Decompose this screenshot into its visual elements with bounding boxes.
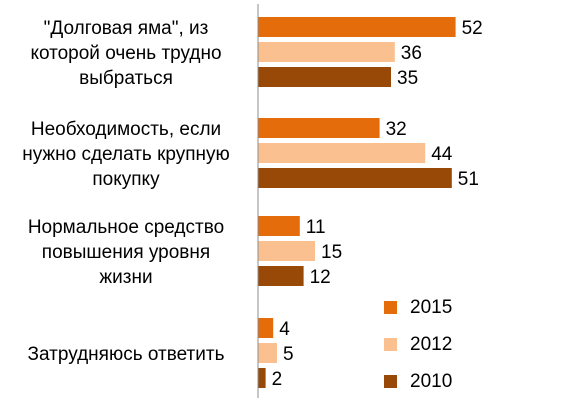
bar-2010-cat-3 xyxy=(258,266,304,286)
bar-2012-cat-4 xyxy=(258,343,277,363)
legend-swatch xyxy=(384,338,397,351)
category-label-2: Необходимость, если нужно сделать крупную… xyxy=(4,117,248,192)
data-label-2010-cat-2: 51 xyxy=(458,169,479,190)
category-label-line: которой очень трудно xyxy=(30,43,222,64)
bar-2015-cat-2 xyxy=(258,118,380,138)
legend-swatch xyxy=(384,375,397,388)
legend-label: 2010 xyxy=(410,371,453,392)
bar-2012-cat-2 xyxy=(258,143,426,163)
legend-label: 2015 xyxy=(410,297,453,318)
bar-2010-cat-1 xyxy=(258,67,391,87)
data-label-2012-cat-2: 44 xyxy=(431,144,453,165)
bar-2015-cat-3 xyxy=(258,216,300,236)
category-label-3: Нормальное средство повышения уровня жизни xyxy=(4,215,248,290)
data-label-2012-cat-3: 15 xyxy=(321,242,342,263)
data-label-2010-cat-3: 12 xyxy=(310,267,331,288)
category-label-line: нужно сделать крупную xyxy=(22,144,230,165)
category-label-line: Нормальное средство xyxy=(27,217,225,238)
bar-2015-cat-4 xyxy=(258,318,274,338)
category-label-line: жизни xyxy=(99,267,153,288)
bar-2015-cat-1 xyxy=(258,17,456,37)
category-label-line: "Долговая яма", из xyxy=(43,18,209,39)
category-label-1: "Долговая яма", из которой очень трудно вы… xyxy=(4,16,248,91)
data-label-2015-cat-4: 4 xyxy=(279,319,290,340)
bars-layer xyxy=(258,17,456,388)
bar-2010-cat-2 xyxy=(258,168,452,188)
bar-2010-cat-4 xyxy=(258,368,266,388)
bar-2012-cat-3 xyxy=(258,241,315,261)
category-label-line: Необходимость, если xyxy=(30,119,222,140)
data-label-2012-cat-4: 5 xyxy=(283,344,294,365)
data-label-2015-cat-2: 32 xyxy=(386,119,407,140)
data-label-2015-cat-1: 52 xyxy=(462,18,483,39)
data-label-2010-cat-1: 35 xyxy=(397,68,418,89)
category-label-line: Затрудняюсь ответить xyxy=(27,344,225,365)
legend-swatch xyxy=(384,301,397,314)
category-label-line: покупку xyxy=(92,169,160,190)
category-label-line: выбраться xyxy=(79,68,173,89)
data-label-2012-cat-1: 36 xyxy=(401,43,422,64)
legend-item-2010: 2010 xyxy=(384,370,544,394)
legend-item-2015: 2015 xyxy=(384,296,544,320)
legend-item-2012: 2012 xyxy=(384,333,544,357)
bar-2012-cat-1 xyxy=(258,42,395,62)
data-label-2010-cat-4: 2 xyxy=(272,369,283,390)
legend-label: 2012 xyxy=(410,334,453,355)
category-label-4: Затрудняюсь ответить xyxy=(4,342,248,367)
data-label-2015-cat-3: 11 xyxy=(306,217,326,238)
category-label-line: повышения уровня xyxy=(41,242,211,263)
